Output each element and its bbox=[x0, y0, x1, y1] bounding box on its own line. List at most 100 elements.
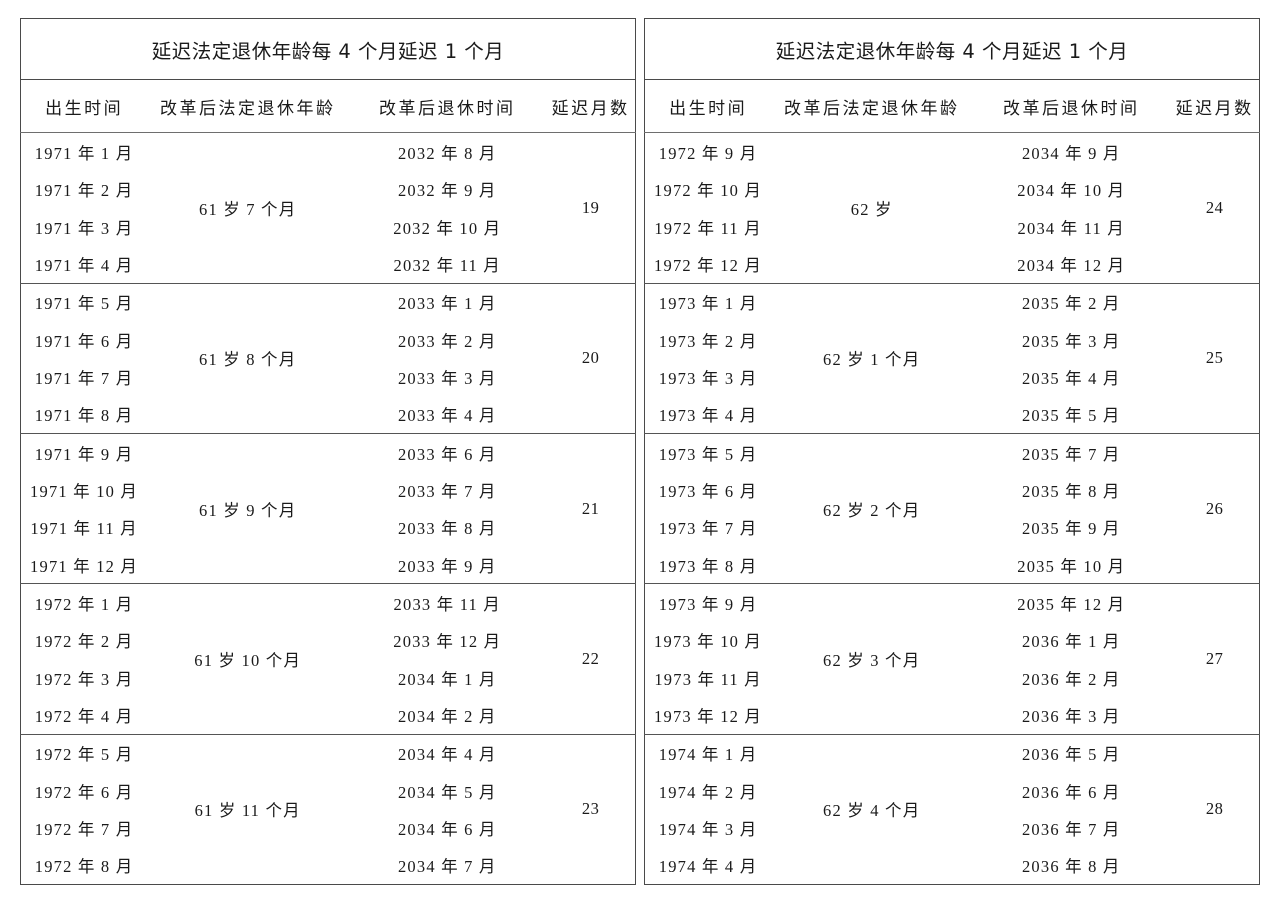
table-row: 1971 年 12 月 2033 年 9 月 bbox=[20, 545, 636, 585]
table-title: 延迟法定退休年龄每 4 个月延迟 1 个月 bbox=[20, 18, 636, 81]
cell-retirement-date: 2033 年 4 月 bbox=[348, 395, 547, 434]
cell-delay-months: 25 bbox=[1170, 283, 1260, 434]
cell-birth-date: 1974 年 1 月 bbox=[644, 734, 772, 772]
cell-birth-date: 1971 年 9 月 bbox=[20, 433, 148, 472]
cell-birth-date: 1972 年 4 月 bbox=[20, 696, 148, 735]
table-title-row: 延迟法定退休年龄每 4 个月延迟 1 个月 bbox=[20, 18, 636, 81]
cell-legal-retirement-age: 61 岁 7 个月 bbox=[147, 132, 349, 284]
table-row: 1971 年 11 月 2033 年 8 月 bbox=[20, 508, 636, 546]
cell-retirement-date: 2032 年 8 月 bbox=[348, 132, 547, 171]
cell-birth-date: 1971 年 7 月 bbox=[20, 358, 148, 396]
table-row: 1973 年 7 月 2035 年 9 月 bbox=[644, 508, 1260, 546]
table-row: 1971 年 5 月 61 岁 8 个月 2033 年 1 月 20 bbox=[20, 283, 636, 434]
cell-legal-retirement-age: 62 岁 4 个月 bbox=[771, 734, 973, 885]
cell-retirement-date: 2035 年 10 月 bbox=[972, 545, 1171, 585]
cell-birth-date: 1972 年 12 月 bbox=[644, 245, 772, 284]
cell-legal-retirement-age: 62 岁 bbox=[771, 132, 973, 284]
table-row: 1971 年 7 月 2033 年 3 月 bbox=[20, 358, 636, 396]
cell-legal-retirement-age: 61 岁 9 个月 bbox=[147, 433, 349, 585]
cell-delay-months: 20 bbox=[546, 283, 636, 434]
cell-delay-months: 21 bbox=[546, 433, 636, 585]
cell-retirement-date: 2033 年 1 月 bbox=[348, 283, 547, 322]
table-body: 延迟法定退休年龄每 4 个月延迟 1 个月 出生时间 改革后法定退休年龄 改革后退休时… bbox=[20, 18, 636, 885]
table-row: 1973 年 4 月 2035 年 5 月 bbox=[644, 395, 1260, 434]
cell-birth-date: 1972 年 11 月 bbox=[644, 208, 772, 246]
cell-retirement-date: 2034 年 4 月 bbox=[348, 734, 547, 772]
cell-legal-retirement-age: 62 岁 3 个月 bbox=[771, 583, 973, 735]
cell-birth-date: 1973 年 5 月 bbox=[644, 433, 772, 472]
cell-birth-date: 1973 年 11 月 bbox=[644, 658, 772, 697]
cell-retirement-date: 2033 年 11 月 bbox=[348, 583, 547, 622]
table-row: 1973 年 11 月 2036 年 2 月 bbox=[644, 658, 1260, 697]
cell-birth-date: 1972 年 5 月 bbox=[20, 734, 148, 772]
column-header-retirement-date: 改革后退休时间 bbox=[348, 79, 547, 134]
cell-birth-date: 1972 年 10 月 bbox=[644, 170, 772, 209]
table-row: 1973 年 3 月 2035 年 4 月 bbox=[644, 358, 1260, 396]
table-row: 1971 年 4 月 2032 年 11 月 bbox=[20, 245, 636, 284]
column-header-birth-date: 出生时间 bbox=[644, 79, 772, 134]
table-row: 1973 年 1 月 62 岁 1 个月 2035 年 2 月 25 bbox=[644, 283, 1260, 434]
table-row: 1973 年 9 月 62 岁 3 个月 2035 年 12 月 27 bbox=[644, 583, 1260, 735]
column-header-legal-retirement-age: 改革后法定退休年龄 bbox=[771, 79, 973, 134]
cell-retirement-date: 2034 年 6 月 bbox=[348, 809, 547, 847]
cell-birth-date: 1973 年 1 月 bbox=[644, 283, 772, 322]
table-row: 1973 年 10 月 2036 年 1 月 bbox=[644, 621, 1260, 659]
table-row: 1974 年 3 月 2036 年 7 月 bbox=[644, 809, 1260, 847]
cell-birth-date: 1974 年 4 月 bbox=[644, 846, 772, 885]
retirement-table-wrapper-left: 延迟法定退休年龄每 4 个月延迟 1 个月 出生时间 改革后法定退休年龄 改革后退休时… bbox=[20, 18, 636, 885]
cell-retirement-date: 2033 年 7 月 bbox=[348, 471, 547, 509]
cell-birth-date: 1974 年 2 月 bbox=[644, 771, 772, 810]
column-header-delay-months: 延迟月数 bbox=[546, 79, 636, 134]
cell-birth-date: 1971 年 8 月 bbox=[20, 395, 148, 434]
column-header-birth-date: 出生时间 bbox=[20, 79, 148, 134]
cell-delay-months: 24 bbox=[1170, 132, 1260, 284]
table-title: 延迟法定退休年龄每 4 个月延迟 1 个月 bbox=[644, 18, 1260, 81]
cell-retirement-date: 2034 年 9 月 bbox=[972, 132, 1171, 171]
table-row: 1973 年 8 月 2035 年 10 月 bbox=[644, 545, 1260, 585]
table-row: 1971 年 8 月 2033 年 4 月 bbox=[20, 395, 636, 434]
cell-birth-date: 1973 年 8 月 bbox=[644, 545, 772, 585]
cell-retirement-date: 2034 年 12 月 bbox=[972, 245, 1171, 284]
cell-delay-months: 27 bbox=[1170, 583, 1260, 735]
cell-birth-date: 1971 年 3 月 bbox=[20, 208, 148, 246]
cell-birth-date: 1974 年 3 月 bbox=[644, 809, 772, 847]
table-header-row: 出生时间 改革后法定退休年龄 改革后退休时间 延迟月数 bbox=[644, 79, 1260, 134]
cell-retirement-date: 2035 年 5 月 bbox=[972, 395, 1171, 434]
table-row: 1972 年 9 月 62 岁 2034 年 9 月 24 bbox=[644, 132, 1260, 284]
cell-retirement-date: 2035 年 3 月 bbox=[972, 321, 1171, 359]
cell-birth-date: 1972 年 9 月 bbox=[644, 132, 772, 171]
cell-birth-date: 1973 年 6 月 bbox=[644, 471, 772, 509]
cell-retirement-date: 2033 年 9 月 bbox=[348, 545, 547, 585]
cell-birth-date: 1971 年 2 月 bbox=[20, 170, 148, 209]
cell-legal-retirement-age: 61 岁 8 个月 bbox=[147, 283, 349, 434]
cell-retirement-date: 2035 年 8 月 bbox=[972, 471, 1171, 509]
cell-birth-date: 1971 年 1 月 bbox=[20, 132, 148, 171]
table-row: 1974 年 1 月 62 岁 4 个月 2036 年 5 月 28 bbox=[644, 734, 1260, 885]
table-header-row: 出生时间 改革后法定退休年龄 改革后退休时间 延迟月数 bbox=[20, 79, 636, 134]
cell-birth-date: 1971 年 5 月 bbox=[20, 283, 148, 322]
table-row: 1972 年 1 月 61 岁 10 个月 2033 年 11 月 22 bbox=[20, 583, 636, 735]
table-row: 1971 年 10 月 2033 年 7 月 bbox=[20, 471, 636, 509]
cell-retirement-date: 2034 年 11 月 bbox=[972, 208, 1171, 246]
cell-birth-date: 1972 年 6 月 bbox=[20, 771, 148, 810]
cell-delay-months: 23 bbox=[546, 734, 636, 885]
cell-delay-months: 19 bbox=[546, 132, 636, 284]
table-row: 1972 年 7 月 2034 年 6 月 bbox=[20, 809, 636, 847]
cell-delay-months: 26 bbox=[1170, 433, 1260, 585]
cell-birth-date: 1973 年 3 月 bbox=[644, 358, 772, 396]
table-row: 1972 年 3 月 2034 年 1 月 bbox=[20, 658, 636, 697]
cell-retirement-date: 2033 年 8 月 bbox=[348, 508, 547, 546]
cell-birth-date: 1972 年 8 月 bbox=[20, 846, 148, 885]
table-row: 1973 年 6 月 2035 年 8 月 bbox=[644, 471, 1260, 509]
table-row: 1972 年 11 月 2034 年 11 月 bbox=[644, 208, 1260, 246]
table-row: 1971 年 9 月 61 岁 9 个月 2033 年 6 月 21 bbox=[20, 433, 636, 585]
cell-birth-date: 1971 年 10 月 bbox=[20, 471, 148, 509]
cell-birth-date: 1971 年 6 月 bbox=[20, 321, 148, 359]
cell-retirement-date: 2035 年 12 月 bbox=[972, 583, 1171, 622]
table-row: 1972 年 2 月 2033 年 12 月 bbox=[20, 621, 636, 659]
column-header-delay-months: 延迟月数 bbox=[1170, 79, 1260, 134]
cell-birth-date: 1973 年 7 月 bbox=[644, 508, 772, 546]
table-row: 1974 年 4 月 2036 年 8 月 bbox=[644, 846, 1260, 885]
cell-retirement-date: 2032 年 11 月 bbox=[348, 245, 547, 284]
